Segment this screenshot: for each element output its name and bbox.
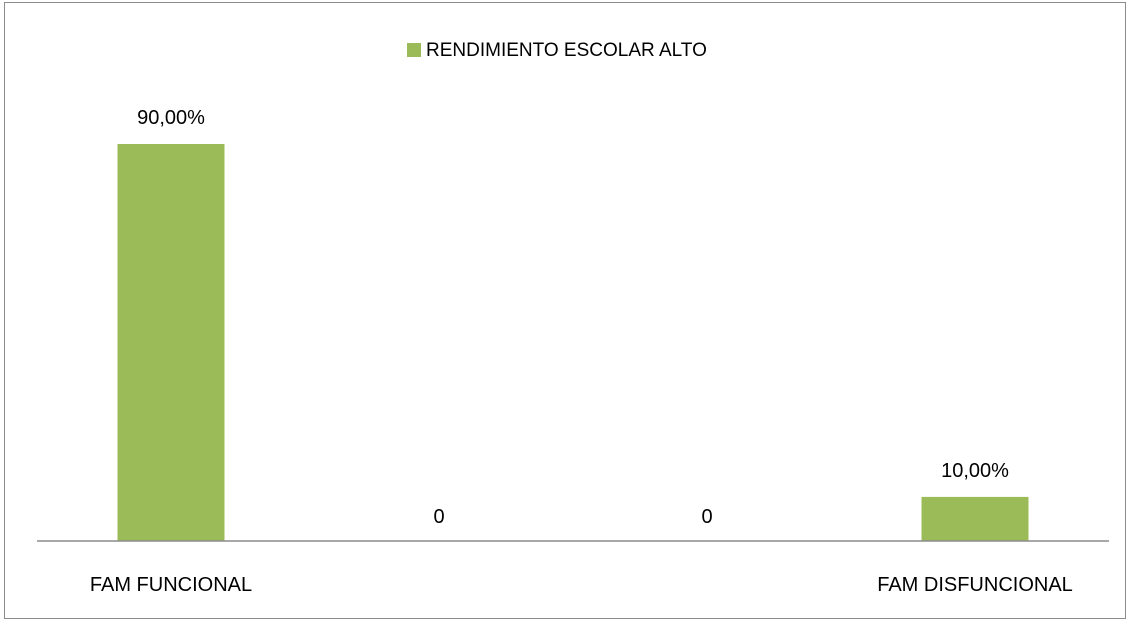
bars-layer [117, 144, 1029, 541]
category-label-0: FAM FUNCIONAL [90, 574, 252, 596]
legend: RENDIMIENTO ESCOLAR ALTO [407, 40, 707, 61]
bar-3 [921, 496, 1029, 541]
chart-frame: RENDIMIENTO ESCOLAR ALTO 90,00% FAM FUNCI… [4, 2, 1126, 619]
bar-0 [117, 144, 225, 541]
category-label-3: FAM DISFUNCIONAL [877, 574, 1073, 596]
data-label-3: 10,00% [941, 460, 1009, 482]
data-label-1: 0 [433, 506, 444, 528]
legend-swatch [407, 43, 421, 57]
legend-label: RENDIMIENTO ESCOLAR ALTO [426, 40, 707, 61]
data-label-2: 0 [701, 506, 712, 528]
bar-chart: RENDIMIENTO ESCOLAR ALTO 90,00% FAM FUNCI… [37, 40, 1109, 596]
data-label-0: 90,00% [137, 107, 205, 129]
labels-layer: 90,00% FAM FUNCIONAL 0 0 10,00% FAM DISFUNCIO… [90, 107, 1073, 596]
